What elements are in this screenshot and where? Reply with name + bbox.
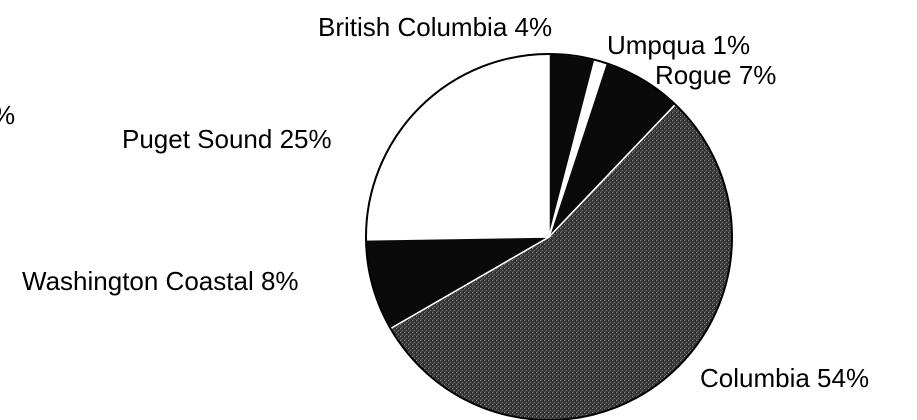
slice-label-rogue: Rogue 7% <box>655 60 776 90</box>
slice-label-umpqua: Umpqua 1% <box>607 30 750 60</box>
slice-label-puget: Puget Sound 25% <box>122 124 332 154</box>
edge-percent-fragment: % <box>0 100 15 130</box>
slice-label-british: British Columbia 4% <box>318 12 552 42</box>
pie-slice-puget <box>365 53 549 240</box>
pie-labels: British Columbia 4% Umpqua 1%Rogue 7% Colu… <box>22 12 869 393</box>
slice-label-columbia: Columbia 54% <box>700 363 869 393</box>
pie-slices <box>365 53 733 420</box>
pie-outline <box>365 53 733 420</box>
slice-label-washington: Washington Coastal 8% <box>22 266 299 296</box>
